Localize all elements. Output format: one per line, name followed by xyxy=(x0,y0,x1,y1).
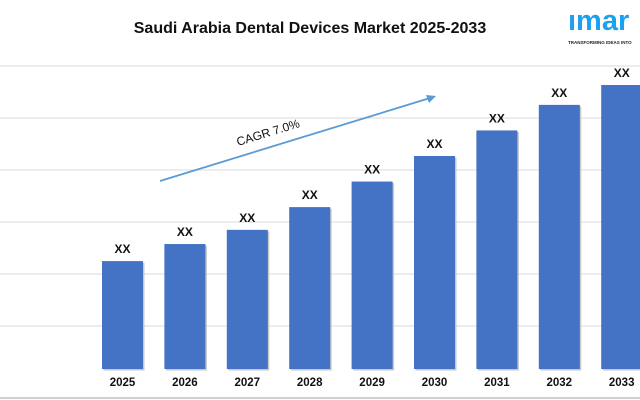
x-tick-label: 2032 xyxy=(547,377,573,389)
bar-2026 xyxy=(164,244,206,369)
x-tick-label: 2033 xyxy=(609,377,635,389)
x-tick-label: 2025 xyxy=(110,377,136,389)
x-tick-label: 2030 xyxy=(422,377,448,389)
x-tick-label: 2026 xyxy=(172,377,198,389)
cagr-arrow xyxy=(159,97,431,182)
bar-2028 xyxy=(289,207,331,369)
bar-2030 xyxy=(414,156,455,369)
data-label: XX xyxy=(426,137,442,151)
cagr-label: CAGR 7.0% xyxy=(235,116,302,149)
data-label: XX xyxy=(177,225,193,239)
data-label: XX xyxy=(551,86,567,100)
bar-2029 xyxy=(351,181,393,369)
data-label: XX xyxy=(364,163,380,177)
imarc-logo: ımar TRANSFORMING IDEAS INTO xyxy=(566,2,640,50)
logo-wordmark: ımar xyxy=(568,5,630,37)
bar-2025 xyxy=(102,261,143,369)
data-label: XX xyxy=(302,188,318,202)
x-tick-label: 2028 xyxy=(297,377,323,389)
data-label: XX xyxy=(614,66,630,80)
bar-2032 xyxy=(538,104,580,369)
data-label: XX xyxy=(489,111,505,125)
data-label: XX xyxy=(239,211,255,225)
chart-title: Saudi Arabia Dental Devices Market 2025-… xyxy=(0,20,640,38)
chart-title-text: Saudi Arabia Dental Devices Market 2025-… xyxy=(133,20,487,37)
x-tick-label: 2031 xyxy=(484,377,510,389)
data-label: XX xyxy=(114,242,130,256)
bar-2031 xyxy=(476,130,518,369)
x-tick-label: 2027 xyxy=(235,377,261,389)
bar-2033 xyxy=(601,85,640,369)
logo-tagline: TRANSFORMING IDEAS INTO xyxy=(568,40,632,45)
bar-2027 xyxy=(226,229,268,369)
arrow-head-icon xyxy=(426,95,436,103)
x-tick-label: 2029 xyxy=(359,377,385,389)
